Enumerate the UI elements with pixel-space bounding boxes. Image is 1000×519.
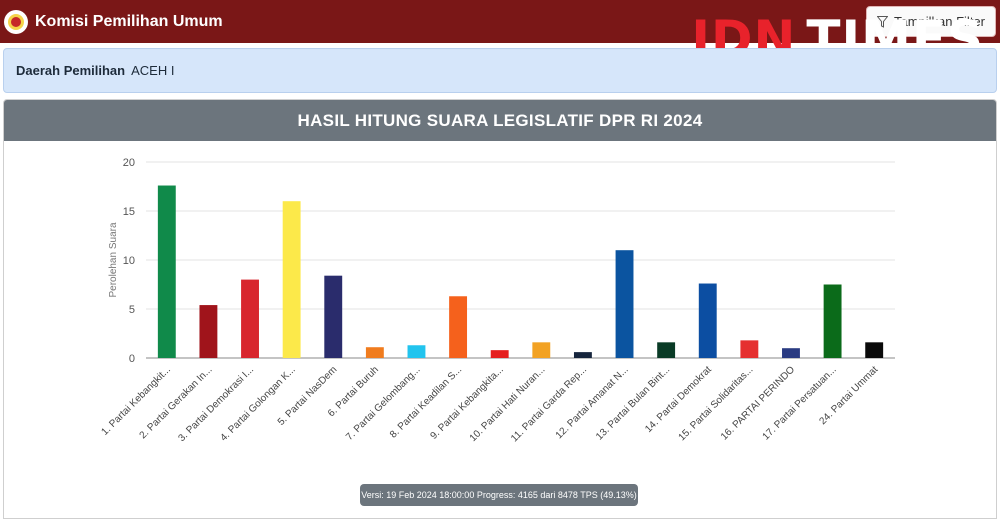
results-card: HASIL HITUNG SUARA LEGISLATIF DPR RI 202… xyxy=(3,99,997,519)
x-tick-label: 16. PARTAI PERINDO xyxy=(719,364,797,442)
show-filter-button[interactable]: Tampilkan Filter xyxy=(865,6,996,37)
bar xyxy=(282,201,301,358)
kpu-logo-icon xyxy=(4,9,28,34)
x-tick-label: 15. Partai Solidaritas... xyxy=(677,364,756,443)
card-title: HASIL HITUNG SUARA LEGISLATIF DPR RI 202… xyxy=(4,100,996,141)
bar xyxy=(490,350,509,358)
top-navbar: Komisi Pemilihan Umum xyxy=(0,0,1000,43)
bar xyxy=(740,340,759,358)
bar xyxy=(157,185,176,358)
y-tick-label: 0 xyxy=(129,353,135,365)
bar xyxy=(615,250,634,358)
bar xyxy=(449,296,468,358)
electoral-district-bar: Daerah Pemilihan ACEH I xyxy=(3,48,997,93)
x-tick-label: 3. Partai Demokrasi I... xyxy=(176,364,256,444)
show-filter-label: Tampilkan Filter xyxy=(893,14,985,29)
bar xyxy=(782,348,800,358)
bar xyxy=(865,342,884,358)
y-tick-label: 10 xyxy=(123,255,135,267)
x-tick-label: 2. Partai Gerakan In... xyxy=(138,364,215,441)
bar xyxy=(365,347,384,358)
app-title: Komisi Pemilihan Umum xyxy=(35,12,223,30)
bar xyxy=(698,283,717,358)
bar xyxy=(199,305,218,358)
vote-bar-chart: 0 5 10 15 20 Perolehan Suara 1. Partai Kebangk… xyxy=(99,157,895,444)
x-tick-label: 1. Partai Kebangkit... xyxy=(99,364,172,437)
x-tick-label: 8. Partai Keadilan S... xyxy=(388,364,464,440)
bar xyxy=(657,342,676,358)
x-tick-label: 10. Partai Hati Nuran... xyxy=(468,364,548,444)
bar xyxy=(532,342,551,358)
x-tick-label: 7. Partai Gelombang... xyxy=(344,364,423,443)
y-axis-title: Perolehan Suara xyxy=(108,222,119,297)
bar xyxy=(823,284,842,358)
x-tick-label: 4. Partai Golongan K... xyxy=(218,364,297,443)
bar xyxy=(324,275,343,358)
bar xyxy=(573,352,592,358)
x-tick-label: 9. Partai Kebangkita... xyxy=(428,364,505,441)
y-tick-label: 20 xyxy=(123,157,135,169)
bar xyxy=(407,345,426,358)
y-tick-label: 15 xyxy=(123,206,135,218)
x-tick-label: 11. Partai Garda Rep... xyxy=(509,364,589,444)
x-tick-label: 12. Partai Amanat N... xyxy=(554,364,631,441)
filter-icon xyxy=(876,15,888,28)
bar xyxy=(241,279,259,358)
district-value: ACEH I xyxy=(131,63,175,78)
district-label: Daerah Pemilihan xyxy=(16,63,126,78)
version-progress-badge: Versi: 19 Feb 2024 18:00:00 Progress: 41… xyxy=(360,484,638,506)
y-tick-label: 5 xyxy=(129,304,135,316)
x-tick-label: 13. Partai Bulan Bint... xyxy=(594,364,672,442)
x-tick-label: 17. Partai Persatuan... xyxy=(761,364,839,442)
